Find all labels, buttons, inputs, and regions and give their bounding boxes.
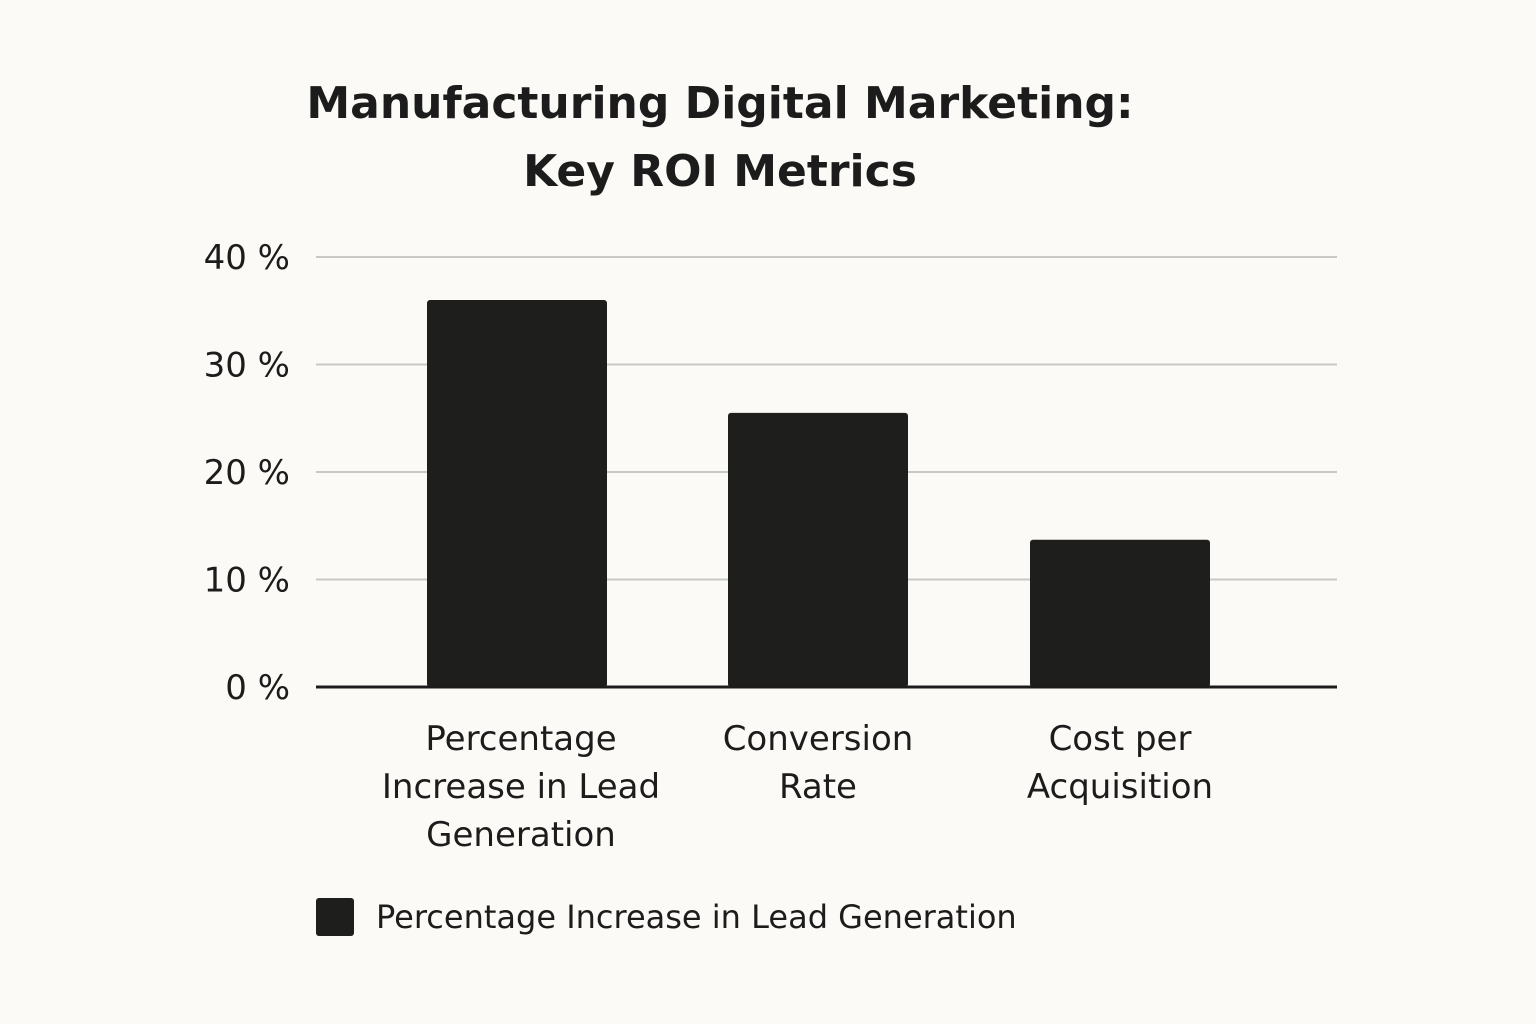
x-category-label: Acquisition bbox=[1027, 767, 1213, 807]
x-category-label: Percentage bbox=[425, 719, 616, 759]
legend-label: Percentage Increase in Lead Generation bbox=[376, 898, 1017, 936]
chart-title: Manufacturing Digital Marketing: Key ROI… bbox=[0, 70, 1440, 206]
chart-title-line-1: Manufacturing Digital Marketing: bbox=[306, 78, 1134, 129]
y-tick-label: 10 % bbox=[204, 561, 290, 601]
chart-title-line-2: Key ROI Metrics bbox=[523, 146, 917, 197]
x-category-label: Generation bbox=[426, 815, 616, 855]
x-category-label: Cost per bbox=[1049, 719, 1192, 759]
y-tick-label: 30 % bbox=[204, 346, 290, 386]
y-tick-label: 40 % bbox=[204, 238, 290, 278]
x-category-label: Rate bbox=[779, 767, 857, 807]
x-category-label: Increase in Lead bbox=[382, 767, 660, 807]
y-tick-label: 20 % bbox=[204, 453, 290, 493]
bar bbox=[1030, 539, 1210, 687]
bar bbox=[728, 412, 908, 687]
legend: Percentage Increase in Lead Generation bbox=[316, 897, 1017, 937]
x-category-label: Conversion bbox=[723, 719, 914, 759]
legend-swatch bbox=[316, 898, 354, 936]
bar bbox=[427, 300, 607, 687]
y-tick-label: 0 % bbox=[225, 668, 290, 708]
